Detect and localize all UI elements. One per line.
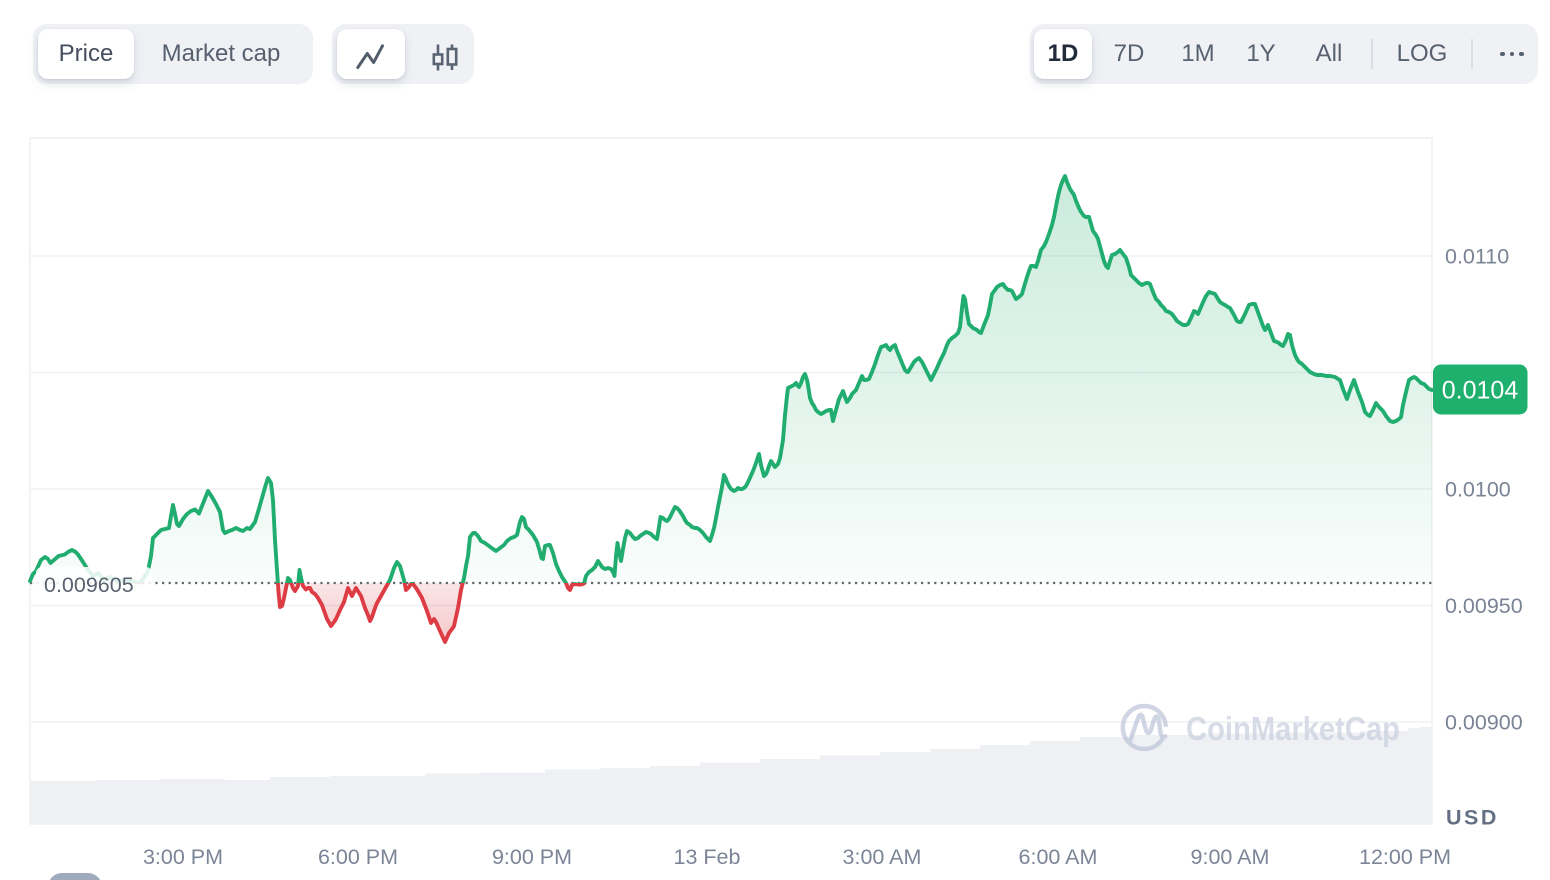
svg-text:3:00 AM: 3:00 AM [843, 845, 922, 869]
svg-text:CoinMarketCap: CoinMarketCap [1186, 710, 1400, 747]
svg-text:0.009605: 0.009605 [44, 573, 134, 597]
svg-text:USD: USD [1446, 806, 1499, 830]
svg-text:6:00 AM: 6:00 AM [1019, 845, 1098, 869]
svg-text:0.00900: 0.00900 [1445, 711, 1523, 735]
svg-text:0.0100: 0.0100 [1445, 478, 1511, 502]
svg-text:9:00 PM: 9:00 PM [492, 845, 572, 869]
svg-text:13 Feb: 13 Feb [674, 845, 741, 869]
svg-text:0.00950: 0.00950 [1445, 594, 1523, 618]
svg-text:9:00 AM: 9:00 AM [1191, 845, 1270, 869]
svg-text:0.0110: 0.0110 [1445, 245, 1509, 269]
svg-text:0.0104: 0.0104 [1442, 377, 1519, 405]
svg-text:12:00 PM: 12:00 PM [1359, 845, 1451, 869]
svg-text:6:00 PM: 6:00 PM [318, 845, 398, 869]
svg-text:3:00 PM: 3:00 PM [143, 845, 223, 869]
